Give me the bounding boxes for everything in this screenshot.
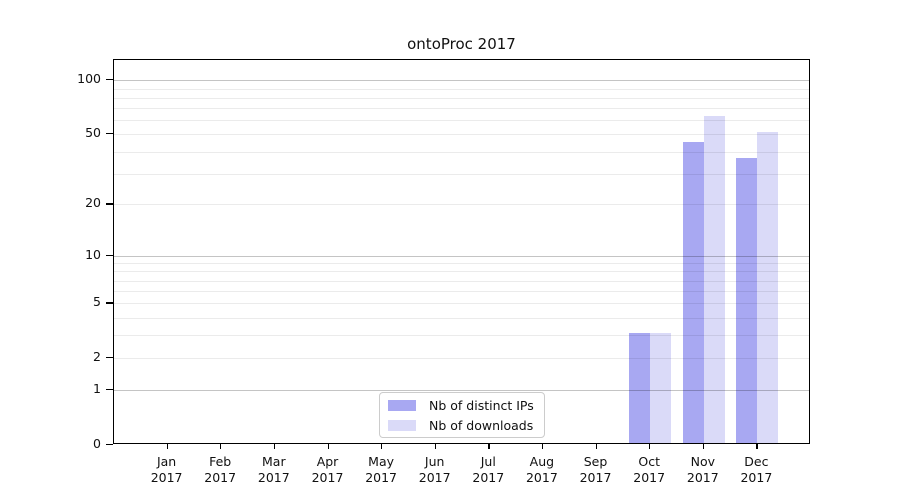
- x-tick-may: [381, 444, 383, 449]
- x-tick-apr: [327, 444, 329, 449]
- x-tick-year: 2017: [525, 469, 558, 485]
- x-tick-jul: [488, 444, 490, 449]
- bar-nov-downloads: [703, 115, 725, 443]
- plot-area: Nb of distinct IPs Nb of downloads: [113, 59, 810, 444]
- x-tick-year: 2017: [311, 469, 344, 485]
- gridline-60: [114, 120, 809, 122]
- gridline-100: [114, 80, 809, 82]
- legend-label-distinct-ips: Nb of distinct IPs: [429, 397, 534, 413]
- y-tick-label-50: 50: [85, 125, 101, 141]
- x-tick-label-may: May 2017: [354, 454, 408, 485]
- y-tick-0: [106, 444, 113, 446]
- x-tick-label-apr: Apr 2017: [301, 454, 355, 485]
- x-tick-year: 2017: [204, 469, 237, 485]
- bar-oct-distinct-ips: [629, 333, 651, 443]
- legend-entry-downloads: Nb of downloads: [380, 417, 544, 434]
- y-tick-label-5: 5: [93, 294, 101, 310]
- x-tick-year: 2017: [418, 469, 451, 485]
- y-tick-label-20: 20: [85, 195, 101, 211]
- y-tick-label-100: 100: [77, 71, 101, 87]
- x-tick-year: 2017: [740, 469, 773, 485]
- x-tick-mar: [273, 444, 276, 449]
- gridline-40: [114, 151, 809, 153]
- y-tick-1: [106, 389, 113, 391]
- legend-label-downloads: Nb of downloads: [429, 417, 534, 433]
- gridline-4: [114, 317, 809, 319]
- bar-oct-downloads: [650, 333, 672, 443]
- y-tick-50: [106, 133, 113, 135]
- bar-dec-distinct-ips: [736, 157, 758, 443]
- distinct-ips-swatch: [388, 399, 416, 411]
- gridline-80: [114, 97, 809, 99]
- y-tick-2: [106, 357, 113, 359]
- gridline-5: [114, 303, 809, 305]
- x-tick-label-nov: Nov 2017: [676, 454, 730, 485]
- gridline-1: [114, 390, 809, 392]
- x-tick-jan: [166, 444, 168, 449]
- y-tick-label-1: 1: [93, 381, 101, 397]
- y-tick-20: [106, 203, 113, 205]
- gridline-20: [114, 204, 809, 206]
- gridline-3: [114, 335, 809, 337]
- gridline-6: [114, 291, 809, 293]
- x-tick-label-dec: Dec 2017: [729, 454, 783, 485]
- x-tick-year: 2017: [579, 469, 612, 485]
- y-tick-label-0: 0: [93, 436, 101, 451]
- legend: Nb of distinct IPs Nb of downloads: [379, 392, 545, 438]
- x-tick-sep: [595, 444, 597, 449]
- x-tick-label-oct: Oct 2017: [622, 454, 676, 485]
- x-tick-year: 2017: [150, 469, 183, 485]
- x-tick-year: 2017: [365, 469, 397, 485]
- downloads-swatch: [388, 419, 416, 431]
- x-tick-aug: [541, 444, 544, 449]
- x-tick-label-sep: Sep 2017: [569, 454, 623, 485]
- y-tick-5: [106, 302, 113, 304]
- x-tick-nov: [702, 444, 705, 449]
- bar-nov-distinct-ips: [682, 142, 704, 443]
- x-tick-feb: [220, 444, 222, 449]
- gridline-8: [114, 271, 809, 273]
- gridline-2: [114, 358, 809, 360]
- x-tick-label-jul: Jul 2017: [461, 454, 515, 485]
- x-tick-label-mar: Mar 2017: [247, 454, 301, 485]
- x-tick-jun: [434, 444, 436, 449]
- x-tick-year: 2017: [472, 469, 505, 485]
- gridline-70: [114, 108, 809, 110]
- x-tick-label-jan: Jan 2017: [140, 454, 194, 485]
- x-tick-year: 2017: [257, 469, 290, 485]
- x-tick-dec: [756, 444, 758, 449]
- gridline-9: [114, 263, 809, 264]
- gridline-30: [114, 173, 809, 175]
- gridline-7: [114, 280, 809, 282]
- x-tick-year: 2017: [633, 469, 666, 485]
- x-tick-label-feb: Feb 2017: [193, 454, 247, 485]
- y-tick-10: [106, 254, 113, 256]
- x-tick-year: 2017: [686, 469, 719, 485]
- legend-entry-distinct-ips: Nb of distinct IPs: [380, 397, 544, 414]
- y-tick-label-10: 10: [85, 246, 101, 262]
- gridline-90: [114, 88, 809, 90]
- y-tick-label-2: 2: [93, 349, 101, 365]
- x-tick-oct: [649, 444, 651, 449]
- y-tick-100: [106, 79, 113, 81]
- gridline-10: [114, 255, 809, 257]
- chart-title: ontoProc 2017: [407, 35, 516, 53]
- gridline-50: [114, 134, 809, 136]
- x-tick-label-jun: Jun 2017: [408, 454, 462, 485]
- x-tick-label-aug: Aug 2017: [515, 454, 569, 485]
- bar-dec-downloads: [757, 132, 779, 443]
